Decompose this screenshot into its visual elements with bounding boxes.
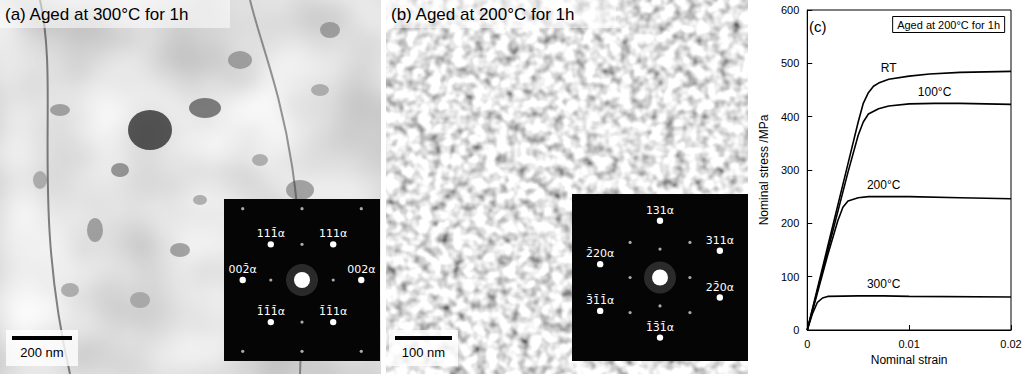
- svg-text:2̄20α: 2̄20α: [586, 247, 614, 260]
- svg-text:RT: RT: [881, 61, 897, 75]
- svg-text:1̄1̄1̄α: 1̄1̄1̄α: [257, 305, 285, 318]
- svg-text:111̄α: 111̄α: [257, 227, 285, 240]
- svg-text:0.02: 0.02: [1000, 338, 1021, 350]
- svg-text:400: 400: [781, 111, 799, 123]
- svg-text:3̄1̄1̄α: 3̄1̄1̄α: [586, 294, 614, 307]
- svg-text:22̄0α: 22̄0α: [706, 281, 734, 294]
- svg-text:100°C: 100°C: [918, 85, 952, 99]
- svg-text:Nominal strain: Nominal strain: [871, 353, 948, 367]
- svg-text:200 nm: 200 nm: [20, 345, 63, 360]
- svg-text:0.01: 0.01: [898, 338, 919, 350]
- svg-text:300: 300: [781, 164, 799, 176]
- svg-text:131α: 131α: [646, 204, 674, 217]
- svg-text:200: 200: [781, 217, 799, 229]
- svg-text:200°C: 200°C: [867, 178, 901, 192]
- svg-text:1̄3̄1̄α: 1̄3̄1̄α: [646, 321, 674, 334]
- svg-text:(b) Aged at 200°C for 1h: (b) Aged at 200°C for 1h: [391, 5, 575, 24]
- svg-text:0: 0: [793, 324, 799, 336]
- svg-text:600: 600: [781, 4, 799, 16]
- svg-text:002α: 002α: [347, 263, 375, 276]
- svg-text:100 nm: 100 nm: [402, 345, 445, 360]
- svg-text:1̄1̄1α: 1̄1̄1α: [319, 305, 347, 318]
- svg-text:(c): (c): [809, 18, 827, 35]
- svg-text:002̄α: 002̄α: [229, 263, 257, 276]
- svg-text:300°C: 300°C: [867, 277, 901, 291]
- svg-text:0: 0: [804, 338, 810, 350]
- svg-text:111α: 111α: [319, 227, 347, 240]
- svg-text:Nominal stress /MPa: Nominal stress /MPa: [757, 114, 771, 225]
- svg-text:500: 500: [781, 57, 799, 69]
- svg-text:100: 100: [781, 271, 799, 283]
- svg-text:311α: 311α: [706, 234, 734, 247]
- svg-text:(a) Aged at 300°C for 1h: (a) Aged at 300°C for 1h: [5, 5, 189, 24]
- svg-text:Aged at 200°C for 1h: Aged at 200°C for 1h: [897, 19, 1000, 31]
